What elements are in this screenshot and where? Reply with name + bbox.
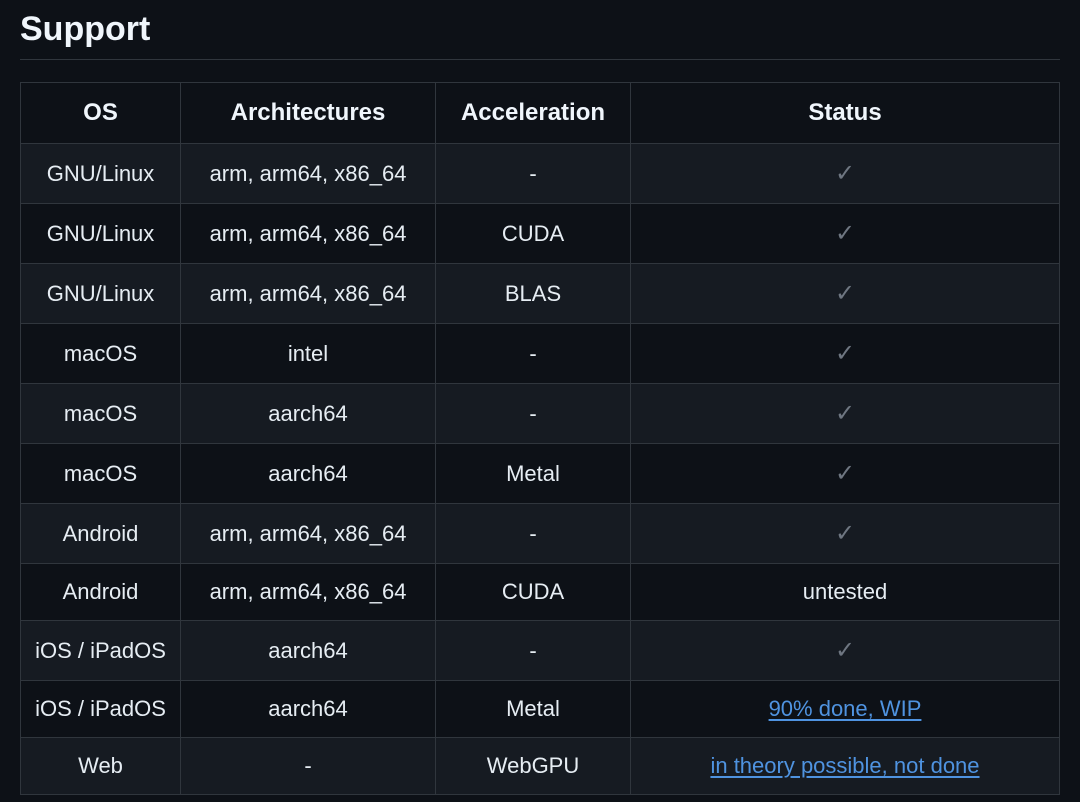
- cell-os: iOS / iPadOS: [21, 681, 181, 738]
- cell-accel: Metal: [436, 681, 631, 738]
- cell-os: GNU/Linux: [21, 204, 181, 264]
- col-header-arch: Architectures: [181, 83, 436, 144]
- table-row: GNU/Linuxarm, arm64, x86_64- ✓: [21, 144, 1060, 204]
- check-icon: ✓: [835, 399, 855, 428]
- cell-os: iOS / iPadOS: [21, 621, 181, 681]
- cell-os: Web: [21, 738, 181, 795]
- cell-arch: arm, arm64, x86_64: [181, 204, 436, 264]
- table-row: GNU/Linuxarm, arm64, x86_64BLAS ✓: [21, 264, 1060, 324]
- cell-status: ✓: [631, 384, 1060, 444]
- cell-os: macOS: [21, 384, 181, 444]
- table-row: GNU/Linuxarm, arm64, x86_64CUDA ✓: [21, 204, 1060, 264]
- cell-arch: aarch64: [181, 444, 436, 504]
- cell-accel: -: [436, 144, 631, 204]
- cell-status: ✓: [631, 264, 1060, 324]
- cell-accel: CUDA: [436, 204, 631, 264]
- cell-os: GNU/Linux: [21, 144, 181, 204]
- cell-status: 90% done, WIP: [631, 681, 1060, 738]
- col-header-os: OS: [21, 83, 181, 144]
- cell-status: ✓: [631, 144, 1060, 204]
- cell-accel: Metal: [436, 444, 631, 504]
- cell-os: GNU/Linux: [21, 264, 181, 324]
- cell-accel: -: [436, 324, 631, 384]
- cell-arch: arm, arm64, x86_64: [181, 144, 436, 204]
- cell-accel: -: [436, 504, 631, 564]
- table-row: macOSintel- ✓: [21, 324, 1060, 384]
- cell-arch: arm, arm64, x86_64: [181, 564, 436, 621]
- check-icon: ✓: [835, 339, 855, 368]
- cell-arch: arm, arm64, x86_64: [181, 504, 436, 564]
- cell-accel: -: [436, 384, 631, 444]
- cell-arch: aarch64: [181, 681, 436, 738]
- cell-status: in theory possible, not done: [631, 738, 1060, 795]
- table-row: iOS / iPadOSaarch64- ✓: [21, 621, 1060, 681]
- cell-accel: WebGPU: [436, 738, 631, 795]
- check-icon: ✓: [835, 219, 855, 248]
- cell-status: ✓: [631, 324, 1060, 384]
- cell-arch: intel: [181, 324, 436, 384]
- support-table: OS Architectures Acceleration Status GNU…: [20, 82, 1060, 795]
- cell-accel: -: [436, 621, 631, 681]
- status-link[interactable]: 90% done, WIP: [769, 696, 922, 721]
- cell-status: ✓: [631, 444, 1060, 504]
- cell-accel: CUDA: [436, 564, 631, 621]
- cell-os: macOS: [21, 444, 181, 504]
- table-row: Web-WebGPU in theory possible, not done: [21, 738, 1060, 795]
- cell-os: macOS: [21, 324, 181, 384]
- cell-os: Android: [21, 564, 181, 621]
- cell-arch: -: [181, 738, 436, 795]
- cell-arch: aarch64: [181, 621, 436, 681]
- table-row: macOSaarch64- ✓: [21, 384, 1060, 444]
- col-header-accel: Acceleration: [436, 83, 631, 144]
- table-body: GNU/Linuxarm, arm64, x86_64-✓GNU/Linuxar…: [21, 144, 1060, 795]
- cell-os: Android: [21, 504, 181, 564]
- table-header-row: OS Architectures Acceleration Status: [21, 83, 1060, 144]
- cell-arch: aarch64: [181, 384, 436, 444]
- table-row: iOS / iPadOSaarch64Metal 90% done, WIP: [21, 681, 1060, 738]
- cell-status: ✓: [631, 204, 1060, 264]
- check-icon: ✓: [835, 459, 855, 488]
- table-row: Androidarm, arm64, x86_64CUDAuntested: [21, 564, 1060, 621]
- table-row: Androidarm, arm64, x86_64- ✓: [21, 504, 1060, 564]
- table-row: macOSaarch64Metal ✓: [21, 444, 1060, 504]
- check-icon: ✓: [835, 279, 855, 308]
- cell-accel: BLAS: [436, 264, 631, 324]
- status-link[interactable]: in theory possible, not done: [710, 753, 979, 778]
- check-icon: ✓: [835, 636, 855, 665]
- cell-status: ✓: [631, 621, 1060, 681]
- cell-status: ✓: [631, 504, 1060, 564]
- cell-arch: arm, arm64, x86_64: [181, 264, 436, 324]
- cell-status: untested: [631, 564, 1060, 621]
- check-icon: ✓: [835, 519, 855, 548]
- check-icon: ✓: [835, 159, 855, 188]
- section-heading: Support: [20, 10, 1060, 60]
- col-header-status: Status: [631, 83, 1060, 144]
